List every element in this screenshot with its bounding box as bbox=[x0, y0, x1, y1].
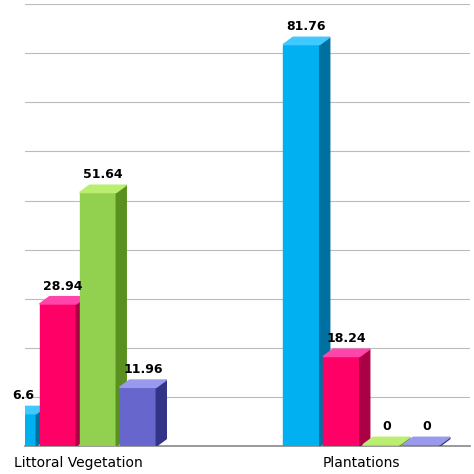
Polygon shape bbox=[76, 297, 86, 446]
Bar bbox=[119, 387, 156, 446]
Text: 28.94: 28.94 bbox=[43, 280, 82, 293]
Polygon shape bbox=[400, 438, 410, 446]
Polygon shape bbox=[320, 37, 330, 446]
Bar bbox=[0, 414, 36, 446]
Polygon shape bbox=[440, 438, 450, 446]
Polygon shape bbox=[360, 349, 370, 446]
Polygon shape bbox=[0, 406, 46, 414]
Bar bbox=[323, 356, 360, 446]
Polygon shape bbox=[323, 349, 370, 356]
Bar bbox=[39, 304, 76, 446]
Bar bbox=[363, 445, 400, 446]
Polygon shape bbox=[156, 380, 166, 446]
Bar bbox=[283, 45, 320, 446]
Polygon shape bbox=[403, 438, 450, 445]
Polygon shape bbox=[36, 406, 46, 446]
Text: 0: 0 bbox=[422, 420, 431, 433]
Polygon shape bbox=[80, 185, 126, 192]
Bar bbox=[403, 445, 440, 446]
Text: 81.76: 81.76 bbox=[287, 20, 326, 33]
Text: 0: 0 bbox=[382, 420, 391, 433]
Bar bbox=[80, 192, 116, 446]
Polygon shape bbox=[283, 37, 330, 45]
Polygon shape bbox=[119, 380, 166, 387]
Polygon shape bbox=[39, 297, 86, 304]
Text: 18.24: 18.24 bbox=[327, 332, 366, 345]
Text: 51.64: 51.64 bbox=[83, 168, 123, 181]
Polygon shape bbox=[116, 185, 126, 446]
Text: 11.96: 11.96 bbox=[123, 363, 163, 376]
Text: 6.6: 6.6 bbox=[12, 390, 34, 402]
Polygon shape bbox=[363, 438, 410, 445]
